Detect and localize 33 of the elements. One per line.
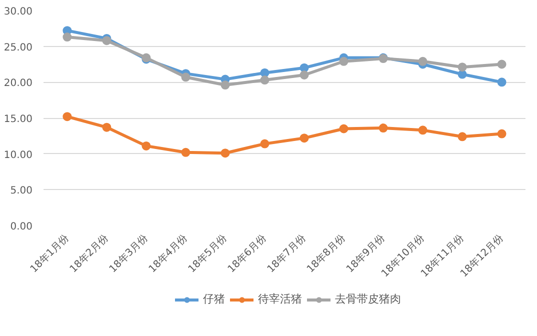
y-tick-label: 20.00 xyxy=(4,78,33,90)
point xyxy=(300,134,309,143)
legend-label: 仔猪 xyxy=(203,292,225,306)
point xyxy=(220,80,230,90)
point xyxy=(418,126,428,135)
point xyxy=(181,148,190,157)
point xyxy=(497,60,506,69)
point xyxy=(102,36,112,46)
y-tick-label: 5.00 xyxy=(10,186,32,197)
point xyxy=(300,70,309,80)
point xyxy=(418,56,428,66)
legend-label: 去骨带皮猪肉 xyxy=(335,292,401,306)
point xyxy=(260,76,270,85)
point xyxy=(458,132,467,142)
point xyxy=(497,129,506,138)
point xyxy=(339,56,348,66)
point xyxy=(378,124,388,133)
point xyxy=(62,32,72,42)
point xyxy=(458,62,467,72)
point xyxy=(220,148,230,158)
point xyxy=(339,124,348,134)
point xyxy=(497,78,506,87)
y-tick-label: 25.00 xyxy=(4,42,33,54)
y-tick-label: 10.00 xyxy=(4,150,33,161)
point xyxy=(102,122,112,132)
legend-label: 待宰活猪 xyxy=(258,292,302,306)
y-tick-label: 30.00 xyxy=(4,6,33,18)
point xyxy=(181,72,190,82)
point xyxy=(62,112,72,122)
y-tick-label: 15.00 xyxy=(4,114,33,125)
point xyxy=(142,141,151,150)
y-tick-label: 0.00 xyxy=(10,222,32,232)
point xyxy=(260,139,270,148)
